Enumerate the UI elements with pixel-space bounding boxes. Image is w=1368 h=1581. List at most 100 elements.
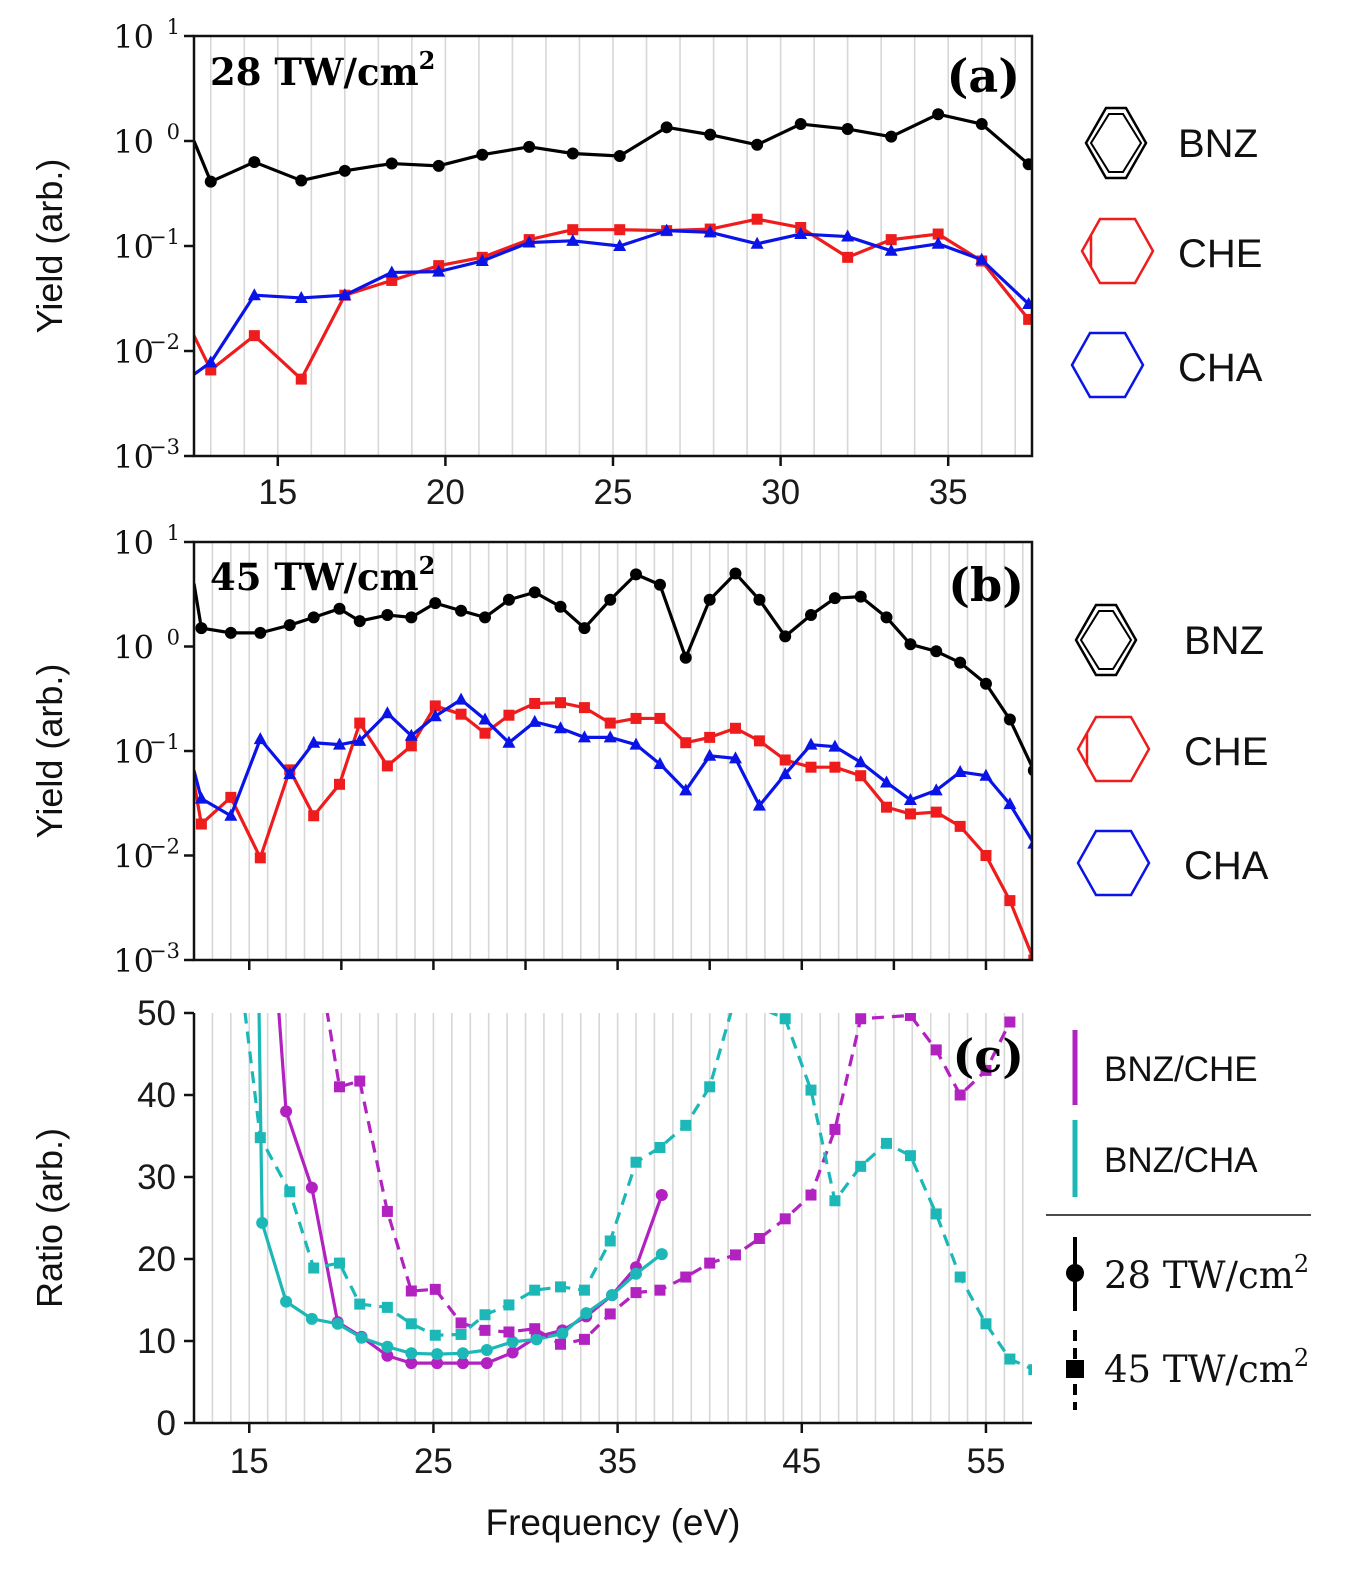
data-point [195,818,207,830]
data-point [1003,797,1017,810]
data-point [528,586,541,599]
x-tick-label: 35 [929,473,968,512]
panel-b: 10 110 010−110−210−3 45 TW/cm2 (b) Yield (… [29,521,1034,980]
data-point [331,1317,344,1330]
y-tick-exponent: −1 [149,730,180,754]
data-point [1027,764,1032,777]
benzene-icon [1084,106,1148,180]
data-point [728,751,742,764]
data-point [479,1309,491,1321]
x-tick-label: 15 [258,473,297,512]
y-tick-label: 20 [137,1240,176,1279]
data-point [904,638,917,651]
data-point [385,157,398,170]
series-a [194,108,1032,385]
data-point [555,1281,567,1293]
data-point [224,626,237,639]
legend-marker-square [1066,1360,1084,1378]
y-tick-exponent: 0 [167,626,180,650]
data-point [855,1013,867,1025]
data-point [431,1357,444,1370]
data-point [254,852,266,864]
y-tick-label: 0 [157,1404,176,1443]
data-point [753,735,765,747]
data-point [381,1349,394,1362]
data-point [603,730,617,743]
data-point [1028,954,1032,960]
legend-label-che: CHE [1184,730,1268,774]
data-point [779,630,792,643]
data-point [530,1333,543,1346]
data-point [205,364,217,376]
data-point [630,1267,643,1280]
data-point [730,991,741,1002]
data-point [555,697,567,709]
cyclohexane-icon [1070,331,1145,399]
data-point [630,1156,642,1168]
data-point [248,330,260,342]
legend-label-bnz: BNZ [1184,619,1264,663]
legend-label-bnz: BNZ [1178,122,1258,166]
data-point [405,1285,417,1297]
data-point [580,1307,593,1320]
data-point [1004,1353,1016,1365]
data-point [854,590,867,603]
y-tick-exponent: −1 [149,225,180,249]
intensity-label-a: 28 TW/cm2 [210,46,435,94]
data-point [355,1331,368,1344]
data-point [1022,297,1032,310]
data-point [554,721,568,734]
data-point [805,1084,817,1096]
data-point [338,288,352,301]
data-point [1028,1364,1032,1376]
x-tick-label: 35 [598,1442,637,1481]
data-point [338,164,351,177]
y-tick-label: 50 [137,994,176,1033]
data-point [680,1119,692,1131]
data-point [679,783,693,796]
y-ticks-c: 0 10 20 30 40 50 [137,994,194,1443]
series-line-ratio [325,1013,1012,1346]
data-point [381,1205,393,1217]
legend-b: BNZ CHE CHA [1074,603,1269,897]
data-point [779,1213,791,1225]
data-point [404,728,418,741]
data-point [225,791,237,803]
data-point [479,1324,491,1336]
data-point [429,1329,441,1341]
data-point [529,1323,541,1335]
data-point [613,149,626,162]
data-point [953,764,967,777]
y-tick-label: 40 [137,1076,176,1115]
data-point [456,1347,469,1360]
data-point [432,264,446,277]
data-point [380,706,394,719]
data-point [980,1318,992,1330]
data-point [224,808,238,821]
data-point [660,223,674,236]
data-point [828,739,842,752]
data-point [578,702,590,714]
legend-a: BNZ CHE CHA [1070,106,1263,399]
data-point [529,697,541,709]
benzene-icon [1074,603,1138,677]
data-point [954,1271,966,1283]
data-point [753,593,766,606]
data-point [1004,1016,1016,1028]
data-point [629,737,643,750]
data-point [653,578,666,591]
legend-c: BNZ/CHE BNZ/CHA 28 TW/cm2 45 TW/cm2 [1046,1030,1311,1410]
data-point [503,1299,515,1311]
series-c [243,991,1032,1376]
data-point [613,239,627,251]
data-point [975,252,989,265]
data-point [431,1348,444,1361]
data-point [880,611,893,624]
data-point [381,1340,394,1353]
data-point [929,783,943,796]
data-point [930,806,942,818]
data-point [842,251,854,263]
data-point [630,1287,642,1299]
y-tick-exponent: −2 [149,330,180,354]
